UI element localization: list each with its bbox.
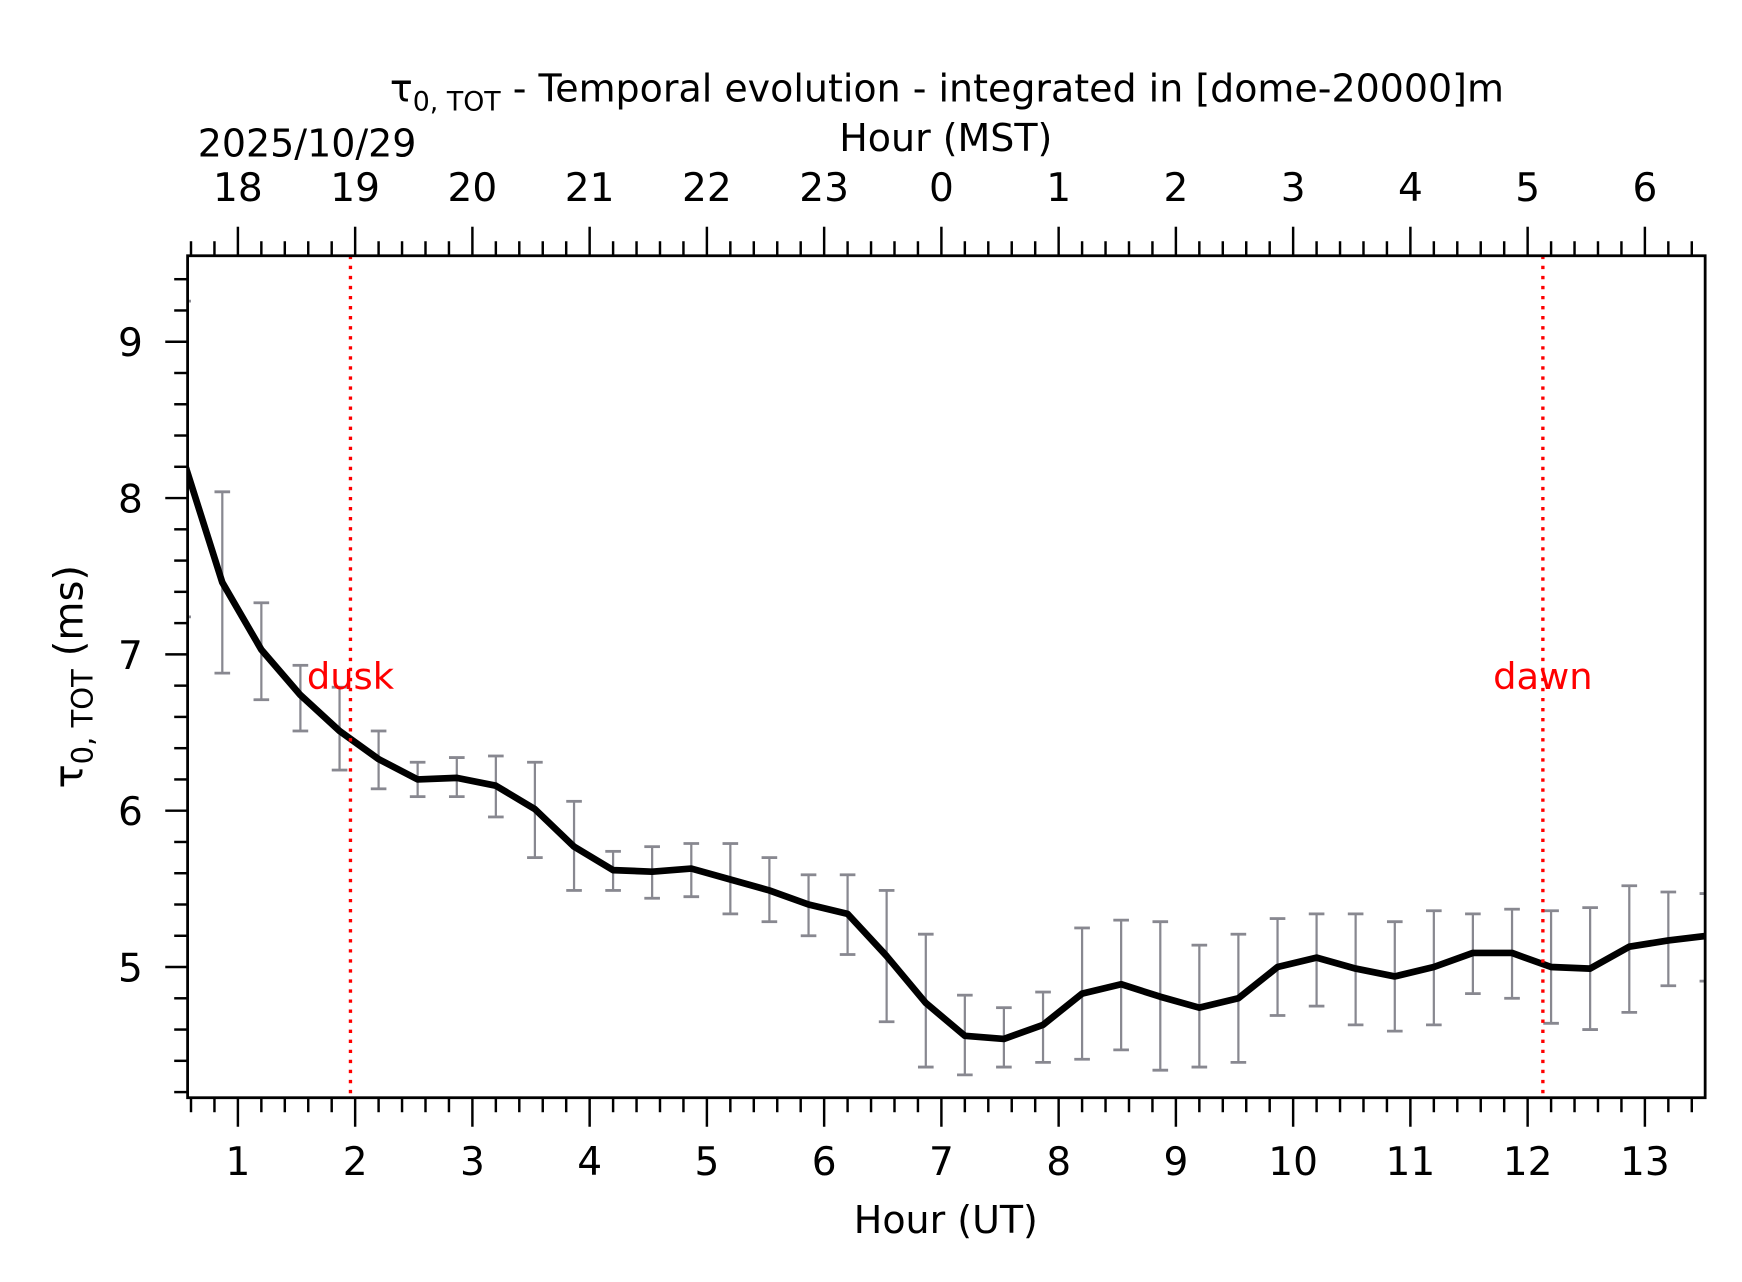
y-tick-label: 7 [118,634,143,679]
y-tick-label: 9 [118,321,143,366]
top-x-tick-label: 2 [1163,166,1188,211]
title-rest: - Temporal evolution - integrated in [do… [501,67,1504,111]
x-tick-label: 7 [929,1140,954,1185]
top-x-tick-label: 18 [213,166,263,211]
y-tick-label: 6 [118,790,143,835]
annotations: dusk dawn [307,255,1593,1098]
ylabel-rest: (ms) [47,565,93,669]
x-tick-label: 5 [694,1140,719,1185]
x-tick-label: 9 [1163,1140,1188,1185]
plot-area [187,299,1706,1077]
ylabel-subscript: 0, TOT [66,669,100,764]
y-axis-label: τ0, TOT (ms) [47,565,100,789]
x-tick-label: 3 [460,1140,485,1185]
x-tick-label: 4 [577,1140,602,1185]
x-tick-label: 11 [1386,1140,1436,1185]
x-tick-label: 2 [343,1140,368,1185]
top-x-tick-label: 5 [1515,166,1540,211]
x-tick-label: 1 [225,1140,250,1185]
x-tick-label: 8 [1046,1140,1071,1185]
x-tick-label: 12 [1503,1140,1553,1185]
top-x-tick-label: 21 [565,166,615,211]
ylabel-symbol: τ [47,764,93,788]
top-x-tick-label: 4 [1398,166,1423,211]
data-line [187,461,1706,1043]
date-label: 2025/10/29 [198,121,417,165]
top-x-tick-label: 6 [1632,166,1657,211]
axis-ticks: 1182193204215226237081921031141251365678… [118,166,1694,1185]
top-x-tick-label: 19 [330,166,380,211]
x-tick-label: 10 [1268,1140,1318,1185]
title-symbol: τ [390,67,413,111]
top-x-tick-label: 1 [1046,166,1071,211]
y-tick-label: 8 [118,478,143,523]
plot-frame [186,254,1707,1100]
top-x-axis-label: Hour (MST) [839,116,1052,160]
dawn-label: dawn [1493,655,1592,698]
y-tick-label: 5 [118,947,143,992]
top-x-tick-label: 3 [1281,166,1306,211]
top-x-tick-label: 23 [799,166,849,211]
error-bar [1699,892,1706,983]
chart-title: τ0, TOT - Temporal evolution - integrate… [390,67,1504,118]
top-x-tick-label: 22 [682,166,732,211]
dusk-label: dusk [307,655,395,698]
top-x-tick-label: 0 [929,166,954,211]
x-axis-label: Hour (UT) [854,1198,1038,1242]
x-tick-label: 13 [1620,1140,1670,1185]
top-x-tick-label: 20 [448,166,498,211]
title-subscript: 0, TOT [413,87,502,118]
x-tick-label: 6 [812,1140,837,1185]
